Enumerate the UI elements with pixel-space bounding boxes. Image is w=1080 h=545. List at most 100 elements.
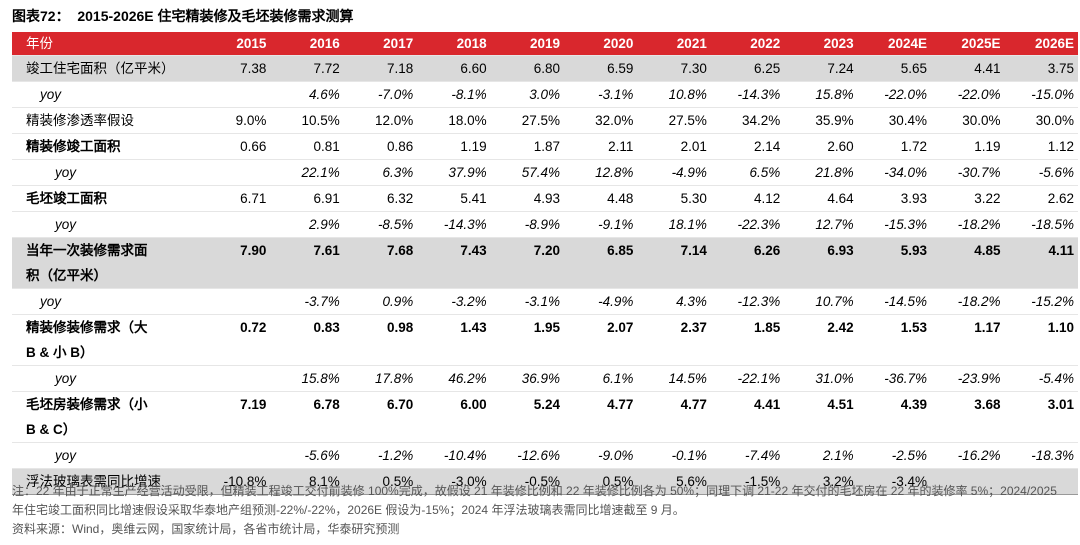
row-label: 精装修装修需求（大 B & 小 B） <box>12 314 197 366</box>
cell: 9.0% <box>197 107 271 134</box>
cell: 2.60 <box>784 133 858 160</box>
cell: 7.38 <box>197 55 271 82</box>
cell: -18.3% <box>1004 442 1078 469</box>
table-row: 当年一次装修需求面积（亿平米） 7.90 7.61 7.68 7.43 7.20 6.85 7… <box>12 237 1078 289</box>
cell: -8.9% <box>490 211 565 238</box>
cell: -14.3% <box>417 211 491 238</box>
cell <box>197 211 271 238</box>
cell: -1.5% <box>710 468 785 495</box>
cell: 0.9% <box>343 288 418 315</box>
cell: -3.0% <box>417 468 491 495</box>
cell: -0.5% <box>490 468 565 495</box>
cell: 6.32 <box>343 185 418 212</box>
header-row: 年份 2015 2016 2017 2018 2019 2020 2021 2022 2023 20… <box>12 32 1078 56</box>
cell: -9.0% <box>564 442 638 469</box>
cell <box>931 468 1005 495</box>
source: 资料来源：Wind，奥维云网，国家统计局，各省市统计局，华泰研究预测 <box>12 522 400 536</box>
row-label: yoy <box>12 159 197 186</box>
cell: 7.30 <box>637 55 711 82</box>
cell: 7.61 <box>270 237 344 289</box>
table-row: yoy 22.1% 6.3% 37.9% 57.4% 12.8% -4.9% 6.5% 21.8… <box>12 159 1078 186</box>
cell: 37.9% <box>417 159 491 186</box>
cell: 4.41 <box>931 55 1005 82</box>
cell: 32.0% <box>564 107 638 134</box>
cell: 2.14 <box>710 133 785 160</box>
cell: 10.5% <box>270 107 344 134</box>
row-label: 毛坯房装修需求（小 B & C） <box>12 391 197 443</box>
cell: 2.07 <box>564 314 638 366</box>
cell: 6.80 <box>490 55 565 82</box>
cell: -12.6% <box>490 442 565 469</box>
cell: 8.1% <box>270 468 344 495</box>
cell: 3.01 <box>1004 391 1078 443</box>
cell: 2.62 <box>1004 185 1078 212</box>
cell: -16.2% <box>931 442 1005 469</box>
cell: 7.90 <box>197 237 271 289</box>
cell: 30.0% <box>1004 107 1078 134</box>
cell: 0.66 <box>197 133 271 160</box>
cell <box>1004 468 1078 495</box>
title: 图表72： 2015-2026E 住宅精装修及毛坯装修需求测算 <box>12 8 354 24</box>
cell: 6.78 <box>270 391 344 443</box>
cell: 7.18 <box>343 55 418 82</box>
cell: 22.1% <box>270 159 344 186</box>
cell: -15.3% <box>857 211 932 238</box>
table-row: yoy 4.6% -7.0% -8.1% 3.0% -3.1% 10.8% -14.3% 15.… <box>12 81 1078 108</box>
cell: 2.11 <box>564 133 638 160</box>
header-cell: 2016 <box>270 32 344 56</box>
cell: 12.0% <box>343 107 418 134</box>
cell: 7.20 <box>490 237 565 289</box>
cell: -3.7% <box>270 288 344 315</box>
cell: -3.4% <box>857 468 932 495</box>
row-label: yoy <box>12 211 197 238</box>
cell <box>197 159 271 186</box>
cell: 0.86 <box>343 133 418 160</box>
row-label: 毛坯竣工面积 <box>12 185 197 212</box>
cell: -5.6% <box>270 442 344 469</box>
cell: 10.7% <box>784 288 858 315</box>
cell: 1.10 <box>1004 314 1078 366</box>
cell: 21.8% <box>784 159 858 186</box>
cell: 35.9% <box>784 107 858 134</box>
cell: -8.1% <box>417 81 491 108</box>
cell: 15.8% <box>270 365 344 392</box>
cell: -2.5% <box>857 442 932 469</box>
table-row: 精装修装修需求（大 B & 小 B） 0.72 0.83 0.98 1.43 1.95 2.… <box>12 314 1078 366</box>
cell <box>197 365 271 392</box>
cell: 5.30 <box>637 185 711 212</box>
header-cell: 2019 <box>490 32 565 56</box>
cell: -18.2% <box>931 211 1005 238</box>
cell: -12.3% <box>710 288 785 315</box>
cell: -7.4% <box>710 442 785 469</box>
cell: 57.4% <box>490 159 565 186</box>
table-row: yoy -5.6% -1.2% -10.4% -12.6% -9.0% -0.1% -7.4%… <box>12 442 1078 469</box>
cell: -9.1% <box>564 211 638 238</box>
cell: 4.77 <box>637 391 711 443</box>
cell: -15.0% <box>1004 81 1078 108</box>
header-cell: 2023 <box>784 32 858 56</box>
cell: 6.5% <box>710 159 785 186</box>
cell: 6.3% <box>343 159 418 186</box>
cell: -5.4% <box>1004 365 1078 392</box>
cell: 6.25 <box>710 55 785 82</box>
cell: 0.5% <box>564 468 638 495</box>
cell: -10.8% <box>197 468 271 495</box>
cell: 0.83 <box>270 314 344 366</box>
cell: 2.37 <box>637 314 711 366</box>
table-row: 竣工住宅面积（亿平米） 7.38 7.72 7.18 6.60 6.80 6.59 7.30 6… <box>12 55 1078 82</box>
cell: 1.17 <box>931 314 1005 366</box>
cell: 17.8% <box>343 365 418 392</box>
cell: 0.98 <box>343 314 418 366</box>
cell: 15.8% <box>784 81 858 108</box>
cell: 1.53 <box>857 314 932 366</box>
cell: 6.71 <box>197 185 271 212</box>
cell: 18.0% <box>417 107 491 134</box>
cell: 1.19 <box>417 133 491 160</box>
header-cell: 2022 <box>710 32 785 56</box>
cell: 6.59 <box>564 55 638 82</box>
header-cell: 2024E <box>857 32 932 56</box>
cell: 10.8% <box>637 81 711 108</box>
cell: 4.85 <box>931 237 1005 289</box>
cell: 1.19 <box>931 133 1005 160</box>
cell: 4.51 <box>784 391 858 443</box>
